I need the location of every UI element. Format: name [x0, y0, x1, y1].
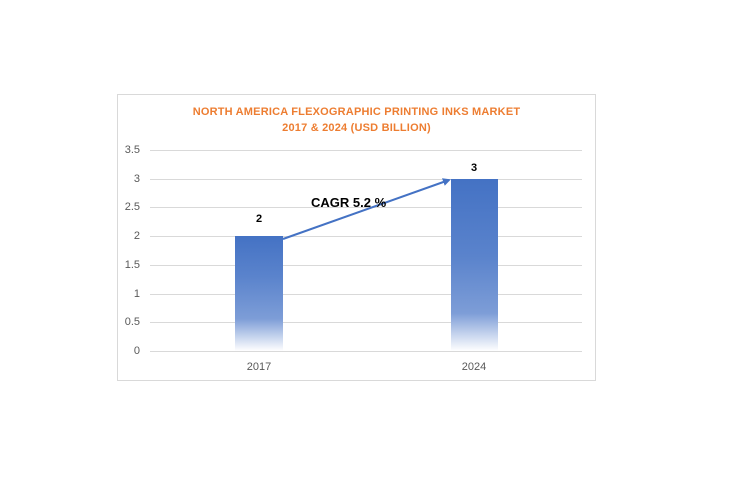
y-tick: 0: [133, 345, 140, 357]
y-tick: 3.5: [124, 144, 140, 156]
y-tick: 1.5: [124, 259, 140, 271]
gridline-1.5: [150, 265, 582, 266]
gridline-3: [150, 179, 582, 180]
y-tick: 0.5: [124, 316, 140, 328]
y-tick: 1: [133, 288, 140, 300]
x-tick-2024: 2024: [461, 361, 487, 373]
gridline-3.5: [150, 150, 582, 151]
x-tick-2017: 2017: [246, 361, 272, 373]
chart-frame: [117, 94, 596, 381]
cagr-annotation: CAGR 5.2 %: [311, 195, 387, 210]
bar-2017: [235, 236, 283, 351]
chart-title: NORTH AMERICA FLEXOGRAPHIC PRINTING INKS…: [117, 104, 596, 136]
gridline-2.5: [150, 207, 582, 208]
data-label-2017: 2: [255, 213, 263, 225]
y-tick: 3: [133, 173, 140, 185]
x-axis-line: [150, 351, 582, 352]
chart-title-line-2: 2017 & 2024 (USD BILLION): [282, 122, 431, 134]
bar-2024: [451, 179, 498, 351]
y-tick: 2: [133, 230, 140, 242]
y-tick: 2.5: [124, 201, 140, 213]
gridline-0.5: [150, 322, 582, 323]
chart-title-line-1: NORTH AMERICA FLEXOGRAPHIC PRINTING INKS…: [192, 106, 521, 118]
gridline-1: [150, 294, 582, 295]
gridline-2: [150, 236, 582, 237]
data-label-2024: 3: [470, 162, 478, 174]
